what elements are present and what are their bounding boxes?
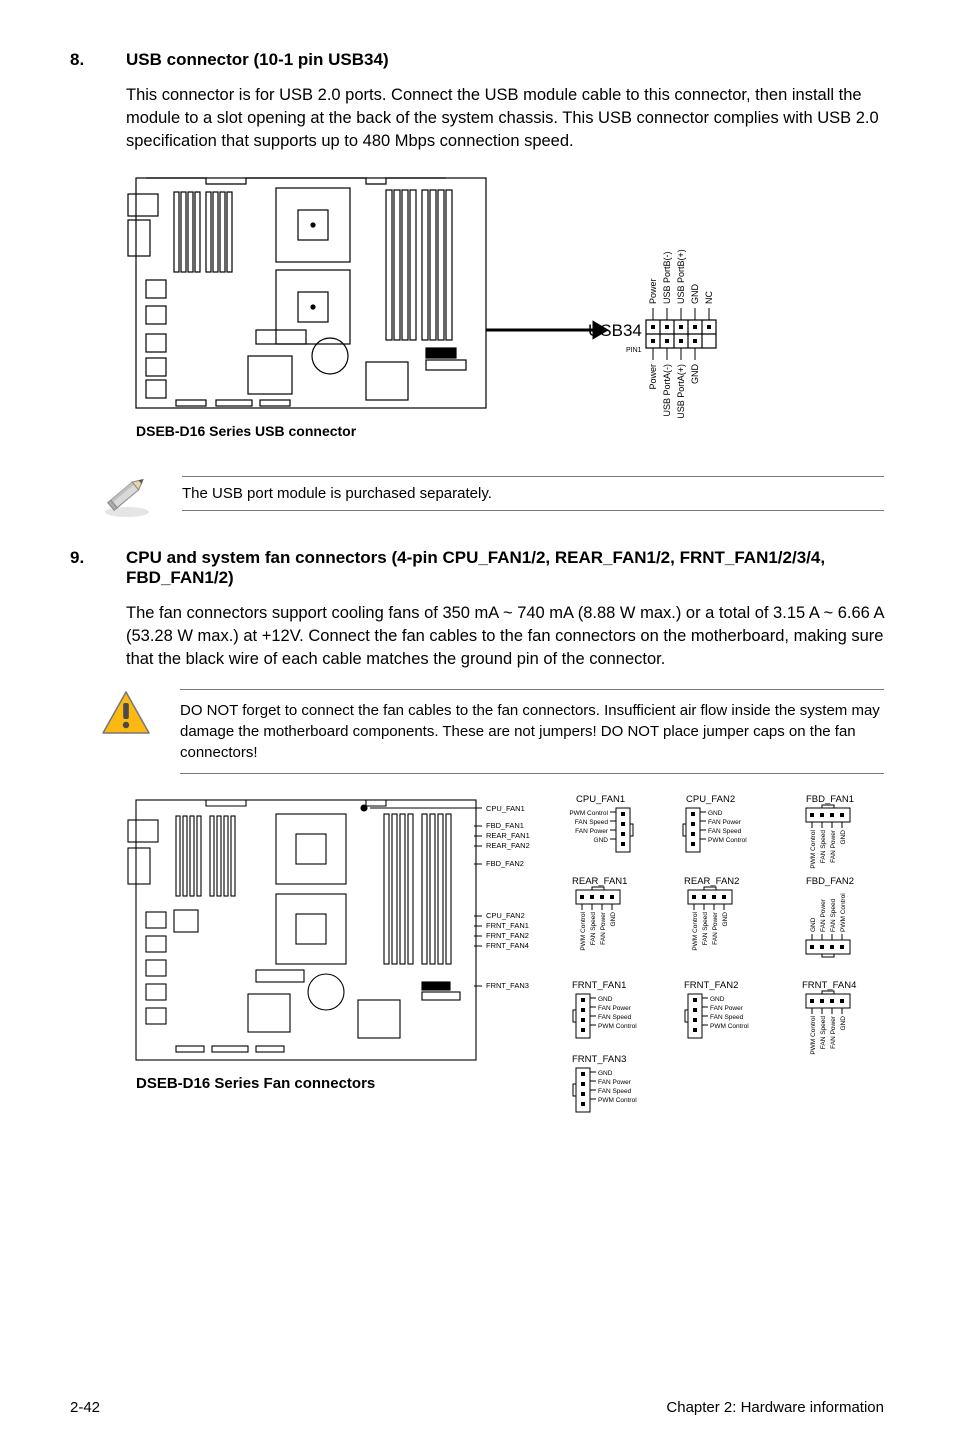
svg-text:FAN Power: FAN Power [598, 1079, 632, 1086]
svg-text:FAN Power: FAN Power [830, 829, 837, 863]
svg-text:FAN Speed: FAN Speed [708, 828, 742, 835]
svg-text:FAN Power: FAN Power [600, 911, 607, 945]
svg-text:FAN Speed: FAN Speed [702, 911, 709, 945]
svg-text:FRNT_FAN2: FRNT_FAN2 [486, 931, 529, 940]
svg-text:FRNT_FAN1: FRNT_FAN1 [486, 921, 529, 930]
svg-text:USB PortA(+): USB PortA(+) [676, 364, 686, 419]
svg-text:PWM Control: PWM Control [710, 1023, 749, 1030]
sec9-body: The fan connectors support cooling fans … [126, 602, 884, 670]
svg-text:USB PortB(+): USB PortB(+) [676, 250, 686, 305]
svg-text:FRNT_FAN4: FRNT_FAN4 [486, 941, 529, 950]
svg-text:FAN Power: FAN Power [820, 898, 827, 932]
svg-text:GND: GND [690, 284, 700, 305]
svg-text:PWM Control: PWM Control [569, 810, 608, 817]
sec9-caution-text: DO NOT forget to connect the fan cables … [180, 694, 884, 769]
svg-text:REAR_FAN1: REAR_FAN1 [572, 876, 627, 887]
svg-text:FAN Power: FAN Power [598, 1005, 632, 1012]
svg-text:GND: GND [610, 911, 617, 926]
svg-text:FAN Speed: FAN Speed [590, 911, 597, 945]
footer-right: Chapter 2: Hardware information [666, 1399, 884, 1416]
svg-text:FBD_FAN1: FBD_FAN1 [806, 794, 854, 805]
svg-text:PWM Control: PWM Control [598, 1023, 637, 1030]
svg-text:FBD_FAN2: FBD_FAN2 [486, 859, 524, 868]
sec8-title: USB connector (10-1 pin USB34) [126, 50, 389, 70]
svg-text:FAN Power: FAN Power [830, 1015, 837, 1049]
svg-text:PWM Control: PWM Control [692, 911, 699, 950]
sec9-caption: DSEB-D16 Series Fan connectors [136, 1075, 375, 1092]
svg-text:FAN Speed: FAN Speed [598, 1088, 632, 1095]
footer-left: 2-42 [70, 1399, 100, 1416]
svg-text:FRNT_FAN4: FRNT_FAN4 [802, 980, 856, 991]
svg-text:CPU_FAN1: CPU_FAN1 [576, 794, 625, 805]
svg-text:FAN Speed: FAN Speed [710, 1014, 744, 1021]
svg-text:GND: GND [708, 810, 723, 817]
sec8-note: The USB port module is purchased separat… [100, 466, 884, 520]
svg-text:PWM Control: PWM Control [598, 1097, 637, 1104]
svg-text:PWM Control: PWM Control [708, 837, 747, 844]
svg-text:FAN Speed: FAN Speed [575, 819, 609, 826]
svg-text:USB PortB(-): USB PortB(-) [662, 252, 672, 305]
svg-text:FAN Power: FAN Power [575, 828, 609, 835]
svg-text:PWM Control: PWM Control [810, 829, 817, 868]
sec9-caution: DO NOT forget to connect the fan cables … [100, 689, 884, 774]
svg-text:FAN Speed: FAN Speed [820, 1015, 827, 1049]
svg-text:PWM Control: PWM Control [580, 911, 587, 950]
pencil-icon [100, 466, 154, 520]
svg-text:FAN Speed: FAN Speed [830, 898, 837, 932]
sec8-body: This connector is for USB 2.0 ports. Con… [126, 84, 884, 152]
svg-text:REAR_FAN2: REAR_FAN2 [486, 841, 530, 850]
svg-text:USB PortA(-): USB PortA(-) [662, 364, 672, 417]
svg-text:CPU_FAN2: CPU_FAN2 [486, 911, 525, 920]
svg-text:GND: GND [594, 837, 609, 844]
svg-text:FAN Speed: FAN Speed [598, 1014, 632, 1021]
svg-text:CPU_FAN2: CPU_FAN2 [686, 794, 735, 805]
sec9-title: CPU and system fan connectors (4-pin CPU… [126, 548, 884, 588]
sec9-diagram: CPU_FAN1 FBD_FAN1 REAR_FAN1 REAR_FAN2 FB… [126, 792, 884, 1122]
svg-text:GND: GND [840, 829, 847, 844]
sec9-num: 9. [70, 548, 126, 588]
svg-text:Power: Power [648, 279, 658, 305]
svg-text:FBD_FAN2: FBD_FAN2 [806, 876, 854, 887]
sec8-caption: DSEB-D16 Series USB connector [136, 423, 357, 439]
svg-text:CPU_FAN1: CPU_FAN1 [486, 804, 525, 813]
svg-text:Power: Power [648, 364, 658, 390]
svg-text:GND: GND [840, 1015, 847, 1030]
svg-text:PWM Control: PWM Control [840, 892, 847, 931]
svg-text:FRNT_FAN2: FRNT_FAN2 [684, 980, 738, 991]
sec8-note-text: The USB port module is purchased separat… [182, 477, 884, 510]
svg-text:GND: GND [598, 1070, 613, 1077]
svg-text:REAR_FAN1: REAR_FAN1 [486, 831, 530, 840]
svg-text:FBD_FAN1: FBD_FAN1 [486, 821, 524, 830]
svg-text:FAN Power: FAN Power [710, 1005, 744, 1012]
svg-text:FRNT_FAN3: FRNT_FAN3 [486, 981, 529, 990]
caution-icon [100, 689, 152, 737]
svg-text:FAN Speed: FAN Speed [820, 829, 827, 863]
svg-text:GND: GND [690, 364, 700, 385]
svg-text:NC: NC [704, 291, 714, 304]
svg-text:GND: GND [810, 917, 817, 932]
svg-text:FRNT_FAN1: FRNT_FAN1 [572, 980, 626, 991]
pin1-label: PIN1 [626, 347, 642, 354]
svg-text:GND: GND [598, 996, 613, 1003]
svg-text:REAR_FAN2: REAR_FAN2 [684, 876, 739, 887]
svg-text:GND: GND [710, 996, 725, 1003]
svg-text:FAN Power: FAN Power [712, 911, 719, 945]
sec8-diagram: USB34 PIN1 Pow [126, 170, 884, 448]
svg-text:PWM Control: PWM Control [810, 1015, 817, 1054]
sec8-num: 8. [70, 50, 126, 70]
svg-text:FAN Power: FAN Power [708, 819, 742, 826]
svg-text:FRNT_FAN3: FRNT_FAN3 [572, 1054, 626, 1065]
usb34-label: USB34 [588, 321, 642, 340]
svg-text:GND: GND [722, 911, 729, 926]
